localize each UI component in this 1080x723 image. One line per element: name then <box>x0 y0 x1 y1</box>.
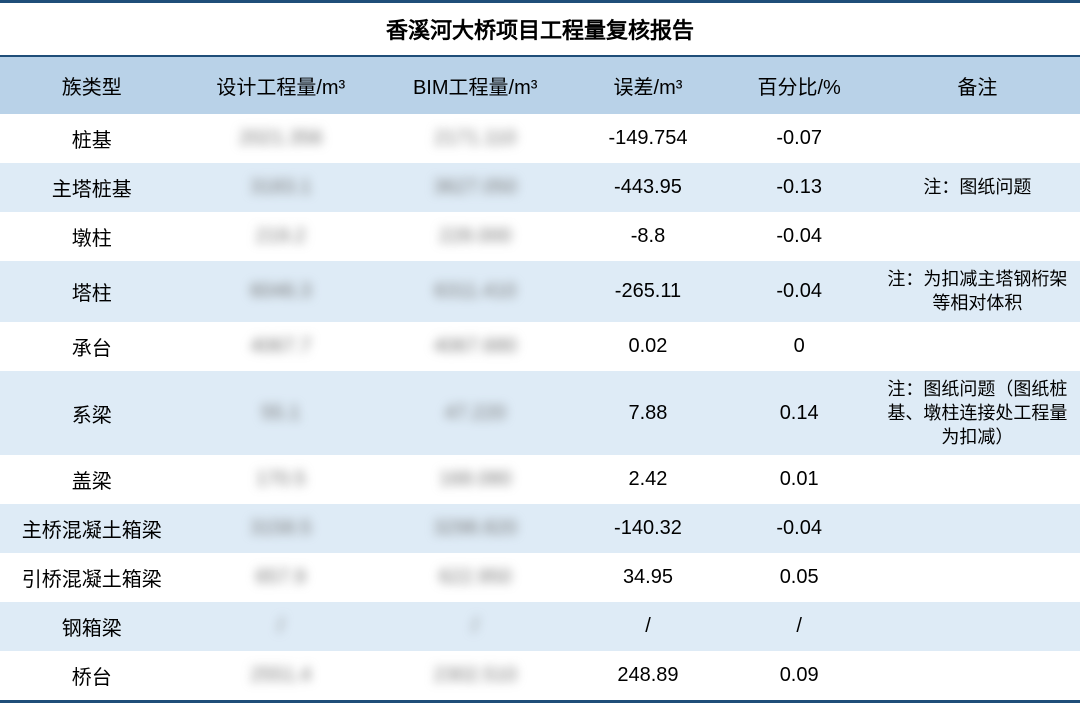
table-row: 主桥混凝土箱梁 3158.5 3298.820 -140.32 -0.04 <box>0 504 1080 553</box>
cell-diff: 34.95 <box>572 553 723 602</box>
cell-design: 55.1 <box>184 371 378 456</box>
cell-diff: -265.11 <box>572 261 723 322</box>
cell-design: 4067.7 <box>184 322 378 371</box>
cell-pct: 0.14 <box>724 371 875 456</box>
cell-bim: 2171.110 <box>378 114 572 163</box>
cell-pct: 0.05 <box>724 553 875 602</box>
table-row: 承台 4067.7 4067.680 0.02 0 <box>0 322 1080 371</box>
cell-design: 657.9 <box>184 553 378 602</box>
col-header-diff: 误差/m³ <box>572 56 723 114</box>
cell-note <box>875 455 1080 504</box>
cell-pct: 0.09 <box>724 651 875 700</box>
table-row: 主塔桩基 3183.1 3627.050 -443.95 -0.13 注：图纸问… <box>0 163 1080 212</box>
cell-diff: -443.95 <box>572 163 723 212</box>
cell-type: 钢箱梁 <box>0 602 184 651</box>
report-table: 族类型 设计工程量/m³ BIM工程量/m³ 误差/m³ 百分比/% 备注 桩基… <box>0 55 1080 700</box>
cell-diff: 0.02 <box>572 322 723 371</box>
col-header-note: 备注 <box>875 56 1080 114</box>
cell-pct: / <box>724 602 875 651</box>
cell-bim: 4067.680 <box>378 322 572 371</box>
header-row: 族类型 设计工程量/m³ BIM工程量/m³ 误差/m³ 百分比/% 备注 <box>0 56 1080 114</box>
cell-design: 219.2 <box>184 212 378 261</box>
cell-bim: 47.220 <box>378 371 572 456</box>
cell-type: 塔柱 <box>0 261 184 322</box>
cell-bim: 3298.820 <box>378 504 572 553</box>
cell-diff: -8.8 <box>572 212 723 261</box>
cell-bim: 168.080 <box>378 455 572 504</box>
cell-type: 主塔桩基 <box>0 163 184 212</box>
cell-bim: 622.950 <box>378 553 572 602</box>
cell-design: 170.5 <box>184 455 378 504</box>
cell-bim: / <box>378 602 572 651</box>
cell-pct: -0.07 <box>724 114 875 163</box>
cell-note <box>875 602 1080 651</box>
col-header-bim: BIM工程量/m³ <box>378 56 572 114</box>
cell-note: 注：图纸问题 <box>875 163 1080 212</box>
cell-pct: -0.04 <box>724 212 875 261</box>
cell-type: 桥台 <box>0 651 184 700</box>
table-row: 桥台 2551.4 2302.510 248.89 0.09 <box>0 651 1080 700</box>
cell-bim: 6311.410 <box>378 261 572 322</box>
cell-pct: -0.13 <box>724 163 875 212</box>
cell-design: 2551.4 <box>184 651 378 700</box>
col-header-design: 设计工程量/m³ <box>184 56 378 114</box>
cell-design: 3183.1 <box>184 163 378 212</box>
cell-note: 注：为扣减主塔钢桁架等相对体积 <box>875 261 1080 322</box>
cell-type: 系梁 <box>0 371 184 456</box>
cell-diff: -140.32 <box>572 504 723 553</box>
table-row: 塔柱 6046.3 6311.410 -265.11 -0.04 注：为扣减主塔… <box>0 261 1080 322</box>
cell-pct: 0.01 <box>724 455 875 504</box>
table-row: 引桥混凝土箱梁 657.9 622.950 34.95 0.05 <box>0 553 1080 602</box>
cell-type: 桩基 <box>0 114 184 163</box>
cell-diff: 248.89 <box>572 651 723 700</box>
cell-note <box>875 322 1080 371</box>
table-row: 钢箱梁 / / / / <box>0 602 1080 651</box>
cell-type: 引桥混凝土箱梁 <box>0 553 184 602</box>
table-row: 桩基 2021.356 2171.110 -149.754 -0.07 <box>0 114 1080 163</box>
cell-design: 2021.356 <box>184 114 378 163</box>
report-title: 香溪河大桥项目工程量复核报告 <box>0 3 1080 55</box>
cell-pct: -0.04 <box>724 504 875 553</box>
cell-pct: 0 <box>724 322 875 371</box>
cell-diff: -149.754 <box>572 114 723 163</box>
cell-diff: / <box>572 602 723 651</box>
table-row: 墩柱 219.2 228.000 -8.8 -0.04 <box>0 212 1080 261</box>
cell-note <box>875 504 1080 553</box>
cell-type: 主桥混凝土箱梁 <box>0 504 184 553</box>
table-row: 盖梁 170.5 168.080 2.42 0.01 <box>0 455 1080 504</box>
col-header-type: 族类型 <box>0 56 184 114</box>
report-table-container: 香溪河大桥项目工程量复核报告 族类型 设计工程量/m³ BIM工程量/m³ 误差… <box>0 0 1080 703</box>
cell-design: / <box>184 602 378 651</box>
cell-design: 3158.5 <box>184 504 378 553</box>
table-row: 系梁 55.1 47.220 7.88 0.14 注：图纸问题（图纸桩基、墩柱连… <box>0 371 1080 456</box>
cell-type: 墩柱 <box>0 212 184 261</box>
cell-note: 注：图纸问题（图纸桩基、墩柱连接处工程量为扣减） <box>875 371 1080 456</box>
cell-note <box>875 114 1080 163</box>
table-body: 桩基 2021.356 2171.110 -149.754 -0.07 主塔桩基… <box>0 114 1080 700</box>
cell-diff: 7.88 <box>572 371 723 456</box>
cell-design: 6046.3 <box>184 261 378 322</box>
cell-bim: 3627.050 <box>378 163 572 212</box>
cell-note <box>875 651 1080 700</box>
cell-diff: 2.42 <box>572 455 723 504</box>
cell-note <box>875 212 1080 261</box>
cell-pct: -0.04 <box>724 261 875 322</box>
cell-note <box>875 553 1080 602</box>
cell-bim: 2302.510 <box>378 651 572 700</box>
cell-type: 盖梁 <box>0 455 184 504</box>
cell-bim: 228.000 <box>378 212 572 261</box>
col-header-pct: 百分比/% <box>724 56 875 114</box>
cell-type: 承台 <box>0 322 184 371</box>
